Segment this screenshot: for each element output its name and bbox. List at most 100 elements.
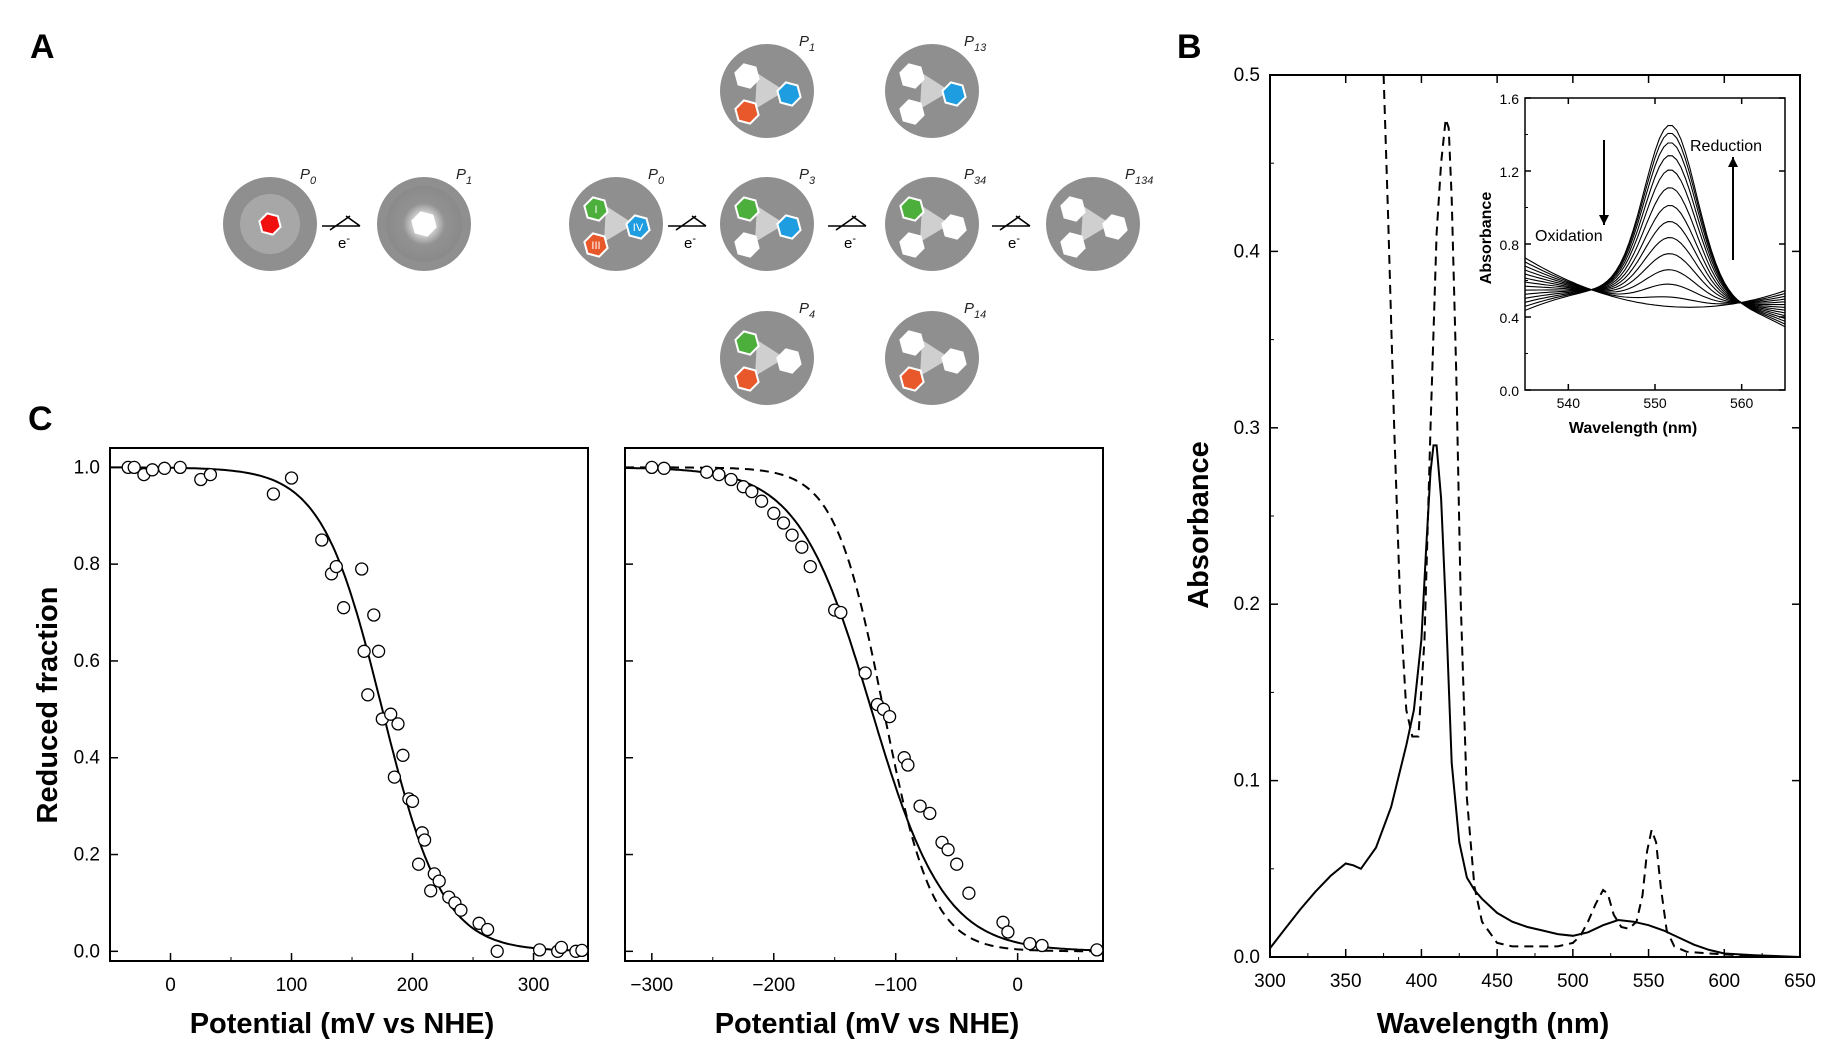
data-point xyxy=(923,806,937,821)
data-point xyxy=(803,559,817,574)
c-right-x-axis-label: Potential (mV vs NHE) xyxy=(715,1008,1020,1040)
y-tick-label: 0.4 xyxy=(1500,310,1520,326)
y-tick-label: 0.4 xyxy=(74,748,101,769)
fit-curve xyxy=(624,466,1104,952)
y-tick-label: 1.6 xyxy=(1500,91,1520,107)
x-tick-label: −100 xyxy=(874,975,917,996)
heme-iv-icon xyxy=(941,348,967,374)
panel-label-b: B xyxy=(1177,28,1202,66)
heme-state-disk: P13 xyxy=(885,33,987,138)
x-tick-label: 450 xyxy=(1481,971,1513,992)
x-tick-label: 0 xyxy=(1012,975,1023,996)
heme-iv-icon xyxy=(1102,214,1128,240)
data-point xyxy=(203,467,218,482)
data-point xyxy=(396,748,410,762)
data-point xyxy=(357,644,371,658)
electron-label: e- xyxy=(684,233,696,252)
data-point xyxy=(417,833,432,847)
heme-state-disk: P0 xyxy=(223,166,317,271)
data-point xyxy=(834,605,848,620)
state-label: P4 xyxy=(799,300,815,321)
state-label: P134 xyxy=(1125,166,1153,187)
heme-i-icon xyxy=(899,330,925,356)
spectrum-plot-area: 300 350 400 450 500 550 600 650 0.0 0.1 0.2 0.3 0.4 0… xyxy=(1234,65,1816,992)
plot-frame xyxy=(109,447,589,962)
data-point xyxy=(532,943,547,957)
data-point xyxy=(913,799,927,813)
y-tick-label: 0.2 xyxy=(1234,594,1260,615)
titration-right-plot-area: −300 −200 −100 0 xyxy=(624,447,1104,996)
titration-chart-right: −300 −200 −100 0 Potential (mV vs NHE) xyxy=(624,447,1104,1040)
heme-core xyxy=(604,206,634,242)
heme-state-disk: P0 I IV III xyxy=(569,166,665,271)
heme-core xyxy=(755,73,785,109)
data-point xyxy=(315,533,329,547)
x-tick-label: −200 xyxy=(752,975,795,996)
heme-core xyxy=(755,206,785,242)
heme-iii-icon xyxy=(734,366,760,392)
data-point xyxy=(329,559,343,574)
data-point xyxy=(387,770,402,784)
y-tick-label: 0.0 xyxy=(1234,947,1260,968)
data-point xyxy=(405,794,420,808)
titration-left-plot-area: 0 100 200 300 0.0 0.2 0.4 0.6 0.8 1.0 xyxy=(74,447,589,996)
heme-state-disk: P1 xyxy=(377,166,472,271)
data-point xyxy=(367,608,381,622)
data-point xyxy=(266,487,281,501)
y-tick-label: 1.2 xyxy=(1500,164,1520,180)
state-label: P1 xyxy=(456,166,472,187)
panel-label-a: A xyxy=(30,28,55,66)
spectrum-line-solid xyxy=(1269,444,1801,958)
heme-core xyxy=(920,340,950,376)
data-point xyxy=(950,857,964,871)
b-x-axis-label: Wavelength (nm) xyxy=(1377,1008,1610,1040)
electron-arrow: e- xyxy=(828,215,867,252)
data-point xyxy=(145,463,160,477)
heme-iii-icon xyxy=(899,366,925,392)
inset-plot-area: 540 550 560 0.0 0.4 0.8 1.2 1.6 xyxy=(1500,91,1786,411)
data-point xyxy=(454,903,468,917)
x-tick-label: 500 xyxy=(1557,971,1589,992)
state-label: P3 xyxy=(799,166,816,187)
data-point xyxy=(361,688,375,702)
heme-iii-icon xyxy=(583,232,609,258)
heme-i-icon xyxy=(583,196,609,222)
data-point xyxy=(767,506,781,520)
c-left-x-axis-label: Potential (mV vs NHE) xyxy=(190,1008,495,1040)
heme-state-disk: P3 xyxy=(720,166,816,271)
data-point xyxy=(355,562,369,576)
arrow-icon xyxy=(828,215,867,231)
data-point xyxy=(1001,925,1015,939)
state-label: P13 xyxy=(964,33,987,54)
heme-i-icon xyxy=(899,196,925,222)
data-point xyxy=(941,843,955,857)
x-tick-label: 650 xyxy=(1784,971,1816,992)
x-tick-label: 300 xyxy=(1254,971,1286,992)
data-point xyxy=(391,717,405,731)
heme-iv-icon xyxy=(941,214,967,240)
y-tick-label: 0.0 xyxy=(1500,383,1520,399)
electron-arrow: e- xyxy=(322,215,361,252)
heme-core xyxy=(920,206,950,242)
heme-iii-icon xyxy=(734,232,760,258)
inset-background xyxy=(1525,98,1785,390)
reduction-arrow-head xyxy=(1728,157,1738,167)
data-point xyxy=(1090,943,1104,957)
spectrum-inset-chart: 540 550 560 0.0 0.4 0.8 1.2 1.6 Oxidation Reduct… xyxy=(1478,91,1786,437)
arrow-icon xyxy=(992,215,1031,231)
data-point xyxy=(724,472,738,487)
x-tick-label: 200 xyxy=(397,975,429,996)
inset-y-axis-label: Absorbance xyxy=(1478,192,1495,285)
data-point xyxy=(284,471,299,485)
b-y-axis-label: Absorbance xyxy=(1183,441,1215,609)
spectrum-chart-b: 300 350 400 450 500 550 600 650 0.0 0.1 0.2 0.3 0.4 0… xyxy=(1183,65,1816,1040)
heme-iv-icon xyxy=(625,214,651,240)
y-tick-label: 0.6 xyxy=(74,651,100,672)
data-point xyxy=(858,666,872,680)
inset-x-axis-label: Wavelength (nm) xyxy=(1569,420,1697,437)
data-point xyxy=(575,943,589,958)
data-point xyxy=(411,857,426,871)
heme-iii-icon xyxy=(899,99,925,125)
data-point xyxy=(657,461,671,475)
inset-spectrum-line xyxy=(1524,125,1786,328)
